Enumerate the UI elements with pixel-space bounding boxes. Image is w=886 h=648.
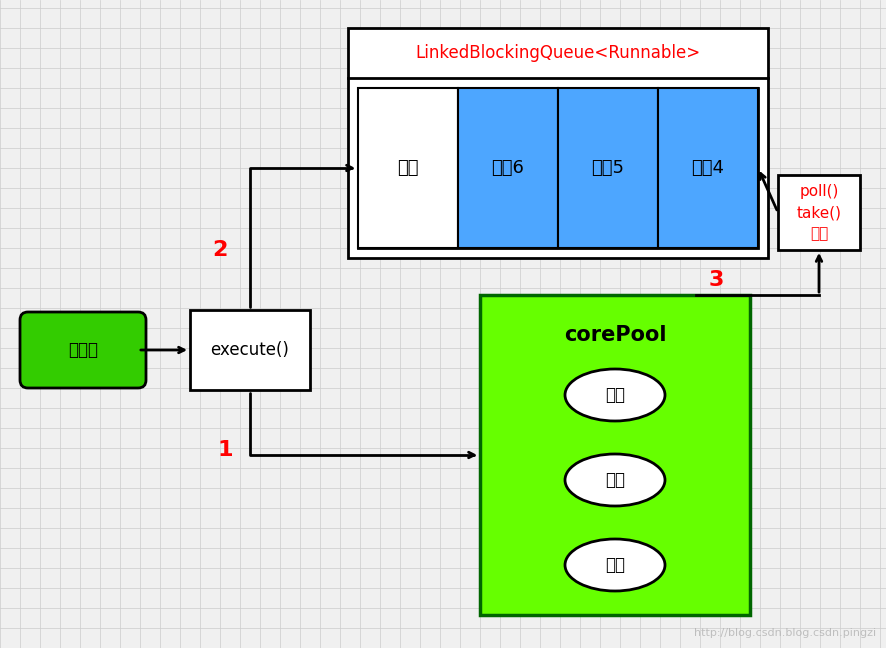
FancyBboxPatch shape (348, 28, 768, 258)
FancyBboxPatch shape (358, 88, 458, 248)
FancyBboxPatch shape (458, 88, 558, 248)
Text: 线程: 线程 (605, 471, 625, 489)
Text: 主线程: 主线程 (68, 341, 98, 359)
Text: LinkedBlockingQueue<Runnable>: LinkedBlockingQueue<Runnable> (416, 44, 701, 62)
Text: 线程: 线程 (605, 386, 625, 404)
Text: execute(): execute() (211, 341, 290, 359)
Text: 线程: 线程 (605, 556, 625, 574)
Text: 空闲: 空闲 (397, 159, 419, 177)
FancyBboxPatch shape (480, 295, 750, 615)
FancyBboxPatch shape (358, 88, 758, 248)
Text: corePool: corePool (563, 325, 666, 345)
Ellipse shape (565, 539, 665, 591)
Ellipse shape (565, 369, 665, 421)
FancyBboxPatch shape (190, 310, 310, 390)
Ellipse shape (565, 454, 665, 506)
FancyBboxPatch shape (778, 175, 860, 250)
Text: 任务4: 任务4 (691, 159, 725, 177)
Text: 2: 2 (213, 240, 228, 260)
FancyBboxPatch shape (658, 88, 758, 248)
Text: 3: 3 (708, 270, 724, 290)
Text: 任务5: 任务5 (592, 159, 625, 177)
Text: 1: 1 (217, 440, 233, 460)
Text: 任务6: 任务6 (492, 159, 525, 177)
FancyBboxPatch shape (558, 88, 658, 248)
Text: http://blog.csdn.blog.csdn.pingzi: http://blog.csdn.blog.csdn.pingzi (694, 628, 876, 638)
Text: poll()
take()
操作: poll() take() 操作 (797, 184, 842, 241)
FancyBboxPatch shape (20, 312, 146, 388)
